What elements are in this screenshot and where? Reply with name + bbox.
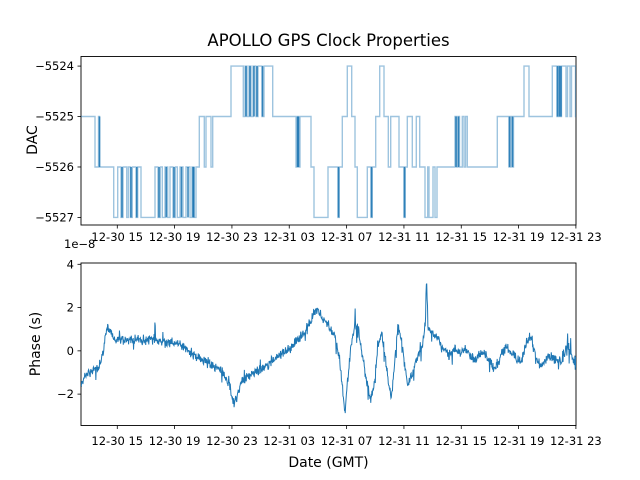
dac-step-line (81, 65, 576, 219)
axes-frame (80, 262, 577, 426)
x-tick-label: 12-31 03 (263, 434, 315, 448)
figure-title: APOLLO GPS Clock Properties (207, 31, 450, 50)
y-tick-label: −5524 (35, 59, 74, 73)
y-tick-label: −5526 (35, 160, 74, 174)
y-tick-label: 0 (67, 344, 74, 358)
x-tick-label: 12-30 15 (91, 230, 143, 244)
y-tick-label: −5525 (35, 110, 74, 124)
x-tick-label: 12-31 23 (550, 434, 602, 448)
x-tick-label: 12-30 23 (206, 230, 258, 244)
x-tick-label: 12-31 19 (493, 434, 545, 448)
x-tick-label: 12-31 11 (378, 230, 430, 244)
phase-offset-text: 1e−8 (64, 237, 96, 251)
phase-data-group (81, 283, 576, 414)
dac-data-group (81, 65, 576, 219)
x-tick-label: 12-31 07 (321, 434, 373, 448)
axes-frame (80, 56, 577, 226)
y-tick-label: 2 (67, 301, 74, 315)
y-tick-label: 4 (67, 257, 74, 271)
x-tick-label: 12-31 15 (435, 434, 487, 448)
y-tick-label: −5527 (35, 210, 74, 224)
x-tick-label: 12-31 03 (263, 230, 315, 244)
x-tick-label: 12-30 19 (149, 434, 201, 448)
x-axis-label: Date (GMT) (288, 455, 369, 471)
phase-line (81, 283, 576, 414)
y-tick-label: −2 (57, 387, 74, 401)
phase-subplot: 12-30 15 12-30 19 12-30 23 12-31 03 12-31 07… (57, 257, 602, 448)
x-tick-label: 12-30 19 (149, 230, 201, 244)
x-tick-label: 12-31 07 (321, 230, 373, 244)
x-tick-label: 12-31 23 (550, 230, 602, 244)
x-tick-label: 12-31 11 (378, 434, 430, 448)
x-tick-label: 12-31 15 (435, 230, 487, 244)
x-tick-label: 12-30 15 (91, 434, 143, 448)
x-tick-label: 12-30 23 (206, 434, 258, 448)
x-tick-label: 12-31 19 (493, 230, 545, 244)
dac-subplot: 12-30 15 12-30 19 12-30 23 12-31 03 12-31 07… (35, 56, 602, 244)
